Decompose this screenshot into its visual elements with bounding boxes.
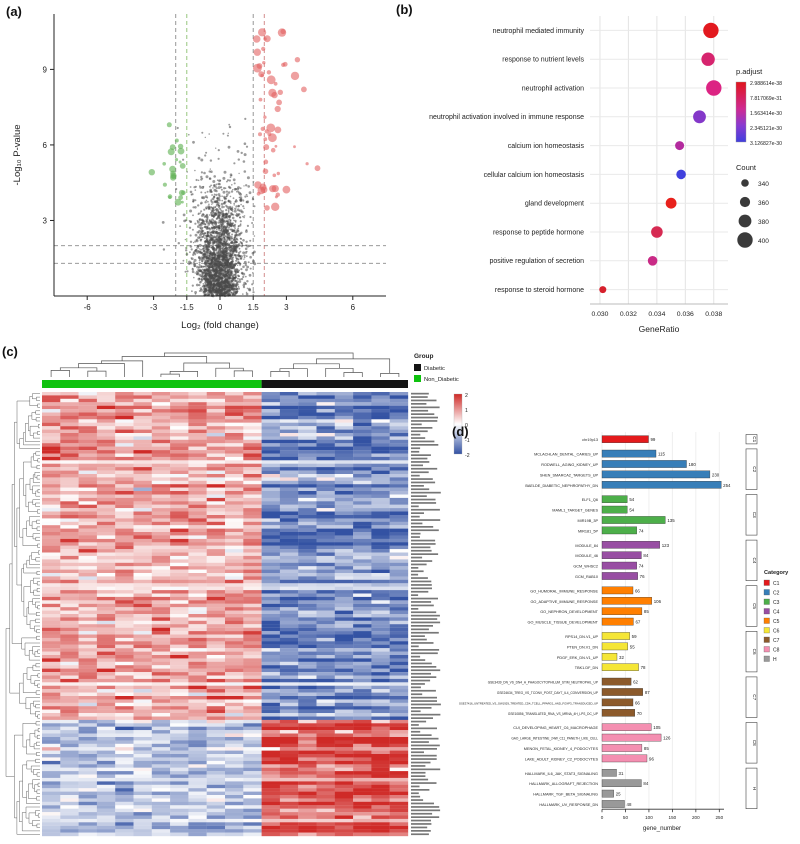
svg-text:Log₂ (fold change): Log₂ (fold change) [181,320,259,331]
svg-text:neutrophil mediated immunity: neutrophil mediated immunity [493,28,585,35]
svg-text:cellular calcium ion homeostas: cellular calcium ion homeostasis [484,172,585,179]
svg-text:0.030: 0.030 [591,311,608,318]
panel-a-volcano: (a) -6 -3 -1.5 0 1.5 3 6 3 6 9 Log₂ (fold change) -… [6,4,398,336]
panel-c-heatmap: (c) Group Diabetic Non_Diabetic 2 1 0 -1 -2 [2,344,474,844]
svg-text:-3: -3 [150,303,158,312]
svg-text:2.345121e-30: 2.345121e-30 [750,126,782,132]
svg-text:GeneRatio: GeneRatio [639,324,680,334]
svg-text:340: 340 [758,181,769,188]
svg-text:neutrophil activation: neutrophil activation [522,85,584,92]
svg-text:0.034: 0.034 [648,311,665,318]
go-enrichment-dotplot: neutrophil mediated immunity response to … [429,16,782,334]
svg-text:p.adjust: p.adjust [736,67,763,76]
panel-b-label: (b) [396,2,413,17]
svg-text:response to peptide hormone: response to peptide hormone [493,229,584,236]
svg-text:response to nutrient levels: response to nutrient levels [502,57,584,64]
svg-text:-Log₁₀ P-value: -Log₁₀ P-value [12,124,23,185]
svg-text:positive regulation of secreti: positive regulation of secretion [489,258,584,265]
svg-text:2.988614e-38: 2.988614e-38 [750,81,782,87]
svg-text:9: 9 [43,65,48,74]
svg-text:360: 360 [758,200,769,207]
svg-text:380: 380 [758,219,769,226]
svg-text:neutrophil activation involved: neutrophil activation involved in immune… [429,114,584,121]
panel-d-geneset-bars: (d) chr19p13 99 MCLACHLAN_DENTAL_CARIES_UP… [452,424,800,844]
svg-text:3: 3 [284,303,289,312]
panel-c-label: (c) [2,344,18,359]
svg-text:response to steroid hormone: response to steroid hormone [495,287,584,294]
svg-text:3: 3 [43,216,48,225]
svg-text:400: 400 [758,238,769,245]
svg-text:calcium ion homeostasis: calcium ion homeostasis [508,143,585,150]
svg-text:1.5: 1.5 [248,303,260,312]
svg-text:-1.5: -1.5 [180,303,194,312]
svg-text:3.126827e-30: 3.126827e-30 [750,141,782,147]
panel-a-label: (a) [6,4,22,19]
svg-text:gland development: gland development [525,201,584,208]
svg-text:1.563414e-30: 1.563414e-30 [750,111,782,117]
svg-text:7.817069e-31: 7.817069e-31 [750,96,782,102]
svg-text:6: 6 [351,303,356,312]
volcano-plot: -6 -3 -1.5 0 1.5 3 6 3 6 9 Log₂ (fold change) -Log₁… [12,14,386,331]
svg-text:0: 0 [218,303,223,312]
svg-text:0.032: 0.032 [620,311,637,318]
svg-text:Count: Count [736,163,757,172]
panel-b-go-dotplot: (b) neutrophil mediated immunity response… [396,2,800,340]
svg-text:6: 6 [43,141,48,150]
panel-d-label: (d) [452,424,469,439]
svg-text:0.036: 0.036 [677,311,694,318]
svg-text:-6: -6 [84,303,92,312]
svg-text:0.038: 0.038 [705,311,722,318]
